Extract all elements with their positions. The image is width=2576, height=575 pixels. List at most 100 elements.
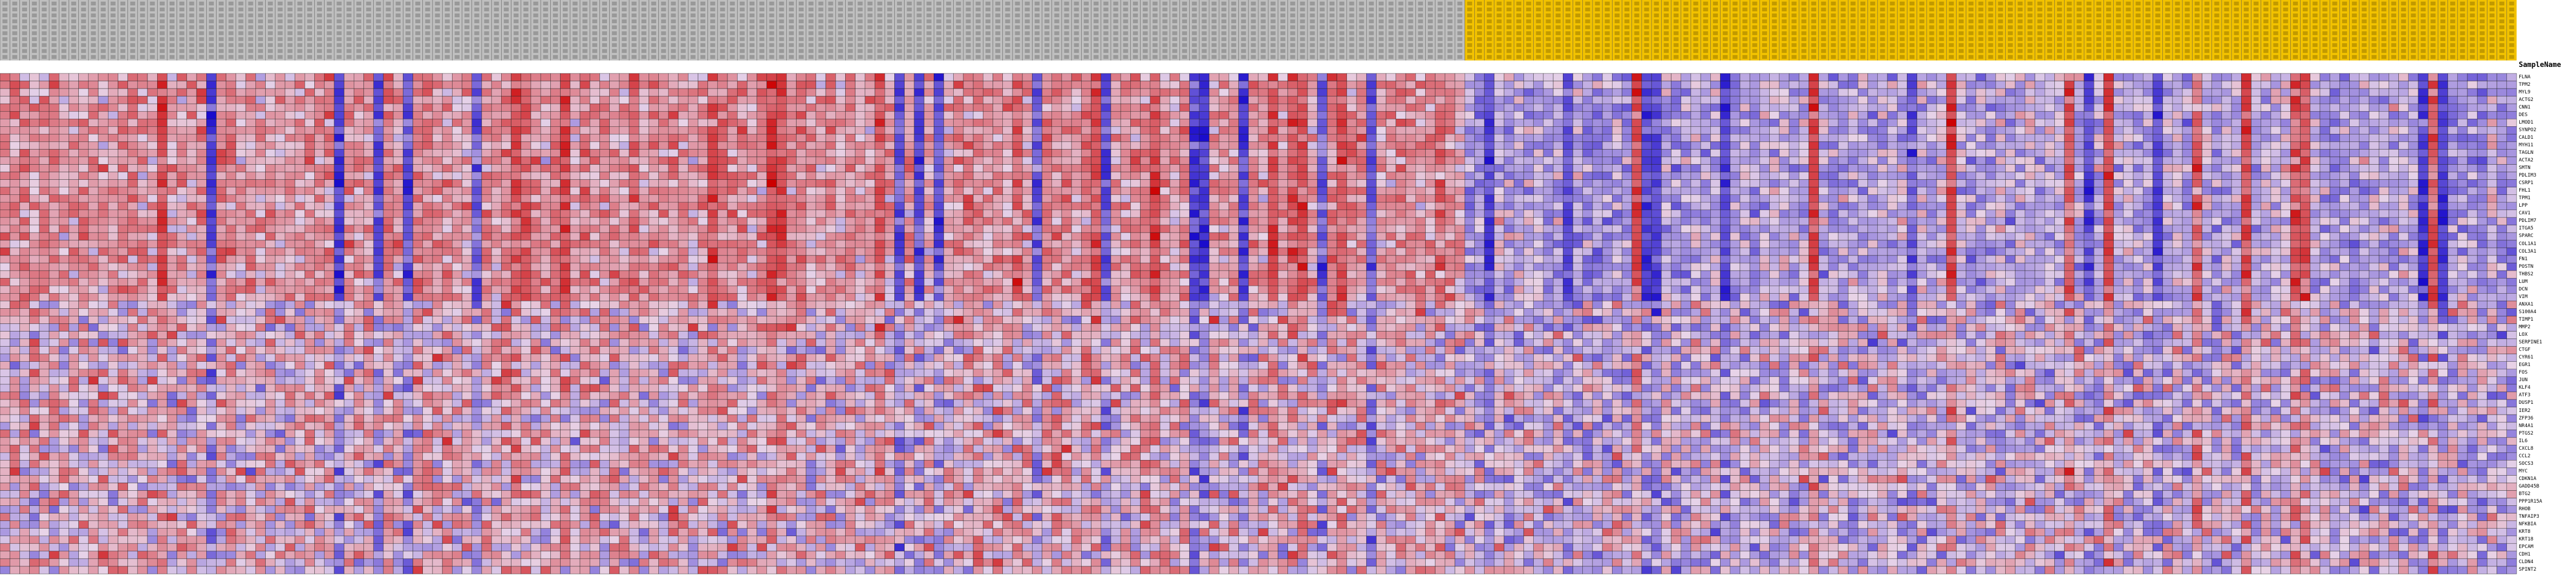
- heatmap-cell: [305, 134, 315, 142]
- heatmap-cell: [894, 119, 905, 127]
- header-text-mark: [425, 43, 430, 47]
- heatmap-cell: [1474, 88, 1485, 97]
- heatmap-cell: [2300, 103, 2310, 112]
- heatmap-cell: [2349, 73, 2359, 82]
- heatmap-cell: [2083, 96, 2094, 104]
- heatmap-cell: [550, 80, 561, 89]
- heatmap-cell: [69, 134, 79, 142]
- header-text-mark: [2342, 19, 2347, 23]
- heatmap-cell: [1061, 88, 1072, 97]
- header-text-mark: [1044, 55, 1050, 59]
- header-text-mark: [199, 19, 204, 23]
- header-text-mark: [1968, 19, 1974, 23]
- heatmap-cell: [1690, 80, 1701, 89]
- heatmap-cell: [1238, 134, 1249, 142]
- header-text-mark: [671, 13, 676, 17]
- heatmap-cell: [471, 111, 482, 119]
- heatmap-cell: [1887, 88, 1898, 97]
- header-text-mark: [1310, 55, 1315, 59]
- header-text-mark: [1516, 25, 1521, 29]
- header-text-mark: [1015, 13, 1020, 17]
- header-text-mark: [710, 55, 716, 59]
- header-text-mark: [926, 43, 932, 47]
- heatmap-cell: [1975, 111, 1986, 119]
- header-text-mark: [799, 19, 804, 23]
- heatmap-cell: [127, 88, 138, 97]
- header-text-mark: [2204, 49, 2210, 53]
- header-text-mark: [1988, 49, 1993, 53]
- header-text-mark: [828, 13, 833, 17]
- header-text-mark: [916, 55, 922, 59]
- header-text-mark: [1123, 25, 1128, 29]
- heatmap-cell: [993, 96, 1003, 104]
- heatmap-cell: [737, 73, 747, 82]
- header-text-mark: [661, 37, 666, 41]
- heatmap-cell: [1386, 80, 1397, 89]
- heatmap-cell: [2389, 111, 2399, 119]
- header-text-mark: [1044, 2, 1050, 5]
- heatmap-cell: [1465, 103, 1475, 112]
- header-text-mark: [1123, 49, 1128, 53]
- header-text-mark: [1152, 37, 1158, 41]
- heatmap-cell: [698, 80, 708, 89]
- heatmap-cell: [1700, 111, 1711, 119]
- header-text-mark: [2273, 19, 2278, 23]
- header-text-mark: [1398, 37, 1404, 41]
- header-text-mark: [2489, 37, 2495, 41]
- header-text-mark: [2420, 2, 2426, 5]
- heatmap-cell: [1543, 126, 1554, 134]
- heatmap-cell: [2339, 111, 2350, 119]
- header-text-mark: [2322, 37, 2328, 41]
- heatmap-cell: [1267, 73, 1278, 82]
- header-text-mark: [189, 25, 194, 29]
- header-text-mark: [1890, 37, 1895, 41]
- heatmap-cell: [2221, 88, 2232, 97]
- header-text-mark: [2332, 37, 2337, 41]
- header-text-mark: [1487, 55, 1492, 59]
- header-text-mark: [1624, 55, 1630, 59]
- header-text-mark: [1182, 19, 1188, 23]
- heatmap-cell: [530, 103, 541, 112]
- header-text-mark: [1939, 13, 1944, 17]
- heatmap-cell: [216, 88, 226, 97]
- heatmap-cell: [1218, 73, 1229, 82]
- header-text-mark: [1575, 43, 1581, 47]
- header-text-mark: [563, 13, 568, 17]
- header-text-mark: [1585, 19, 1590, 23]
- header-text-mark: [1939, 37, 1944, 41]
- header-text-mark: [1978, 19, 1984, 23]
- header-text-mark: [1398, 55, 1404, 59]
- header-text-mark: [1005, 55, 1010, 59]
- heatmap-cell: [1858, 126, 1868, 134]
- header-text-mark: [1948, 37, 1954, 41]
- heatmap-cell: [255, 134, 266, 142]
- heatmap-cell: [1101, 111, 1111, 119]
- heatmap-cell: [2280, 111, 2291, 119]
- heatmap-cell: [98, 119, 109, 127]
- heatmap-cell: [2339, 73, 2350, 82]
- heatmap-cell: [530, 88, 541, 97]
- heatmap-cell: [599, 111, 610, 119]
- heatmap-cell: [343, 103, 354, 112]
- header-text-mark: [1831, 19, 1836, 23]
- header-text-mark: [120, 49, 126, 53]
- heatmap-cell: [422, 111, 433, 119]
- header-text-mark: [769, 8, 774, 11]
- header-text-mark: [1290, 8, 1296, 11]
- header-text-mark: [2076, 43, 2082, 47]
- heatmap-cell: [2497, 103, 2507, 112]
- heatmap-cell: [2378, 126, 2389, 134]
- heatmap-cell: [1553, 73, 1563, 82]
- header-text-mark: [1988, 43, 1993, 47]
- heatmap-cell: [1287, 119, 1298, 127]
- heatmap-cell: [1051, 126, 1062, 134]
- header-text-mark: [208, 8, 214, 11]
- header-text-mark: [1162, 55, 1168, 59]
- heatmap-cell: [766, 119, 777, 127]
- heatmap-cell: [619, 111, 630, 119]
- header-text-mark: [2096, 2, 2101, 5]
- header-text-mark: [1555, 25, 1561, 29]
- heatmap-cell: [1278, 73, 1288, 82]
- header-text-mark: [700, 49, 706, 53]
- header-text-mark: [582, 2, 588, 5]
